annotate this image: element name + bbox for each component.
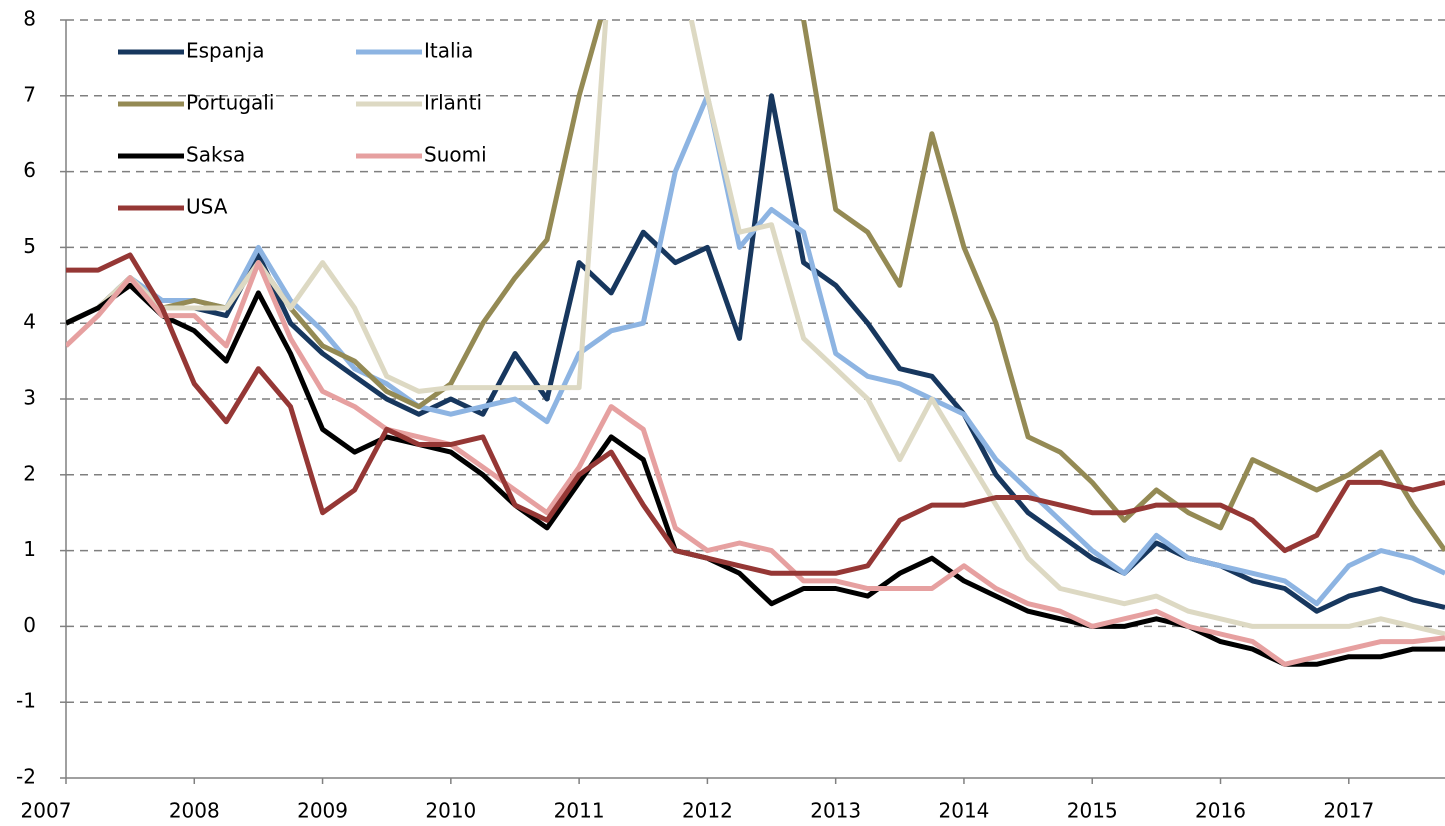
y-tick-label: 6 xyxy=(23,158,36,182)
x-tick-label: 2014 xyxy=(939,799,990,823)
y-tick-label: -1 xyxy=(16,689,36,713)
y-tick-label: 3 xyxy=(23,386,36,410)
series-line xyxy=(66,260,1445,667)
series-line xyxy=(66,93,1445,614)
x-tick-label: 2008 xyxy=(169,799,220,823)
x-tick-label: 2011 xyxy=(554,799,605,823)
legend-label: Italia xyxy=(424,39,473,63)
x-tick-label: 2007 xyxy=(21,799,72,823)
legend-label: Saksa xyxy=(186,143,245,167)
series-line xyxy=(66,252,1445,576)
labels: -2 -1 0 1 2 3 4 5 6 7 8 2007 2008 2009 2010 2011 2012 201… xyxy=(16,7,1374,823)
y-tick-label: 4 xyxy=(23,310,36,334)
y-tick-label: 7 xyxy=(23,82,36,106)
y-tick-label: 0 xyxy=(23,613,36,637)
x-tick-label: 2013 xyxy=(810,799,861,823)
y-tick-label: 8 xyxy=(23,7,36,31)
y-tick-label: 1 xyxy=(23,537,36,561)
x-tick-label: 2017 xyxy=(1323,799,1374,823)
x-tick-label: 2010 xyxy=(425,799,476,823)
legend-label: Irlanti xyxy=(424,91,482,115)
x-tick-label: 2016 xyxy=(1195,799,1246,823)
x-tick-label: 2012 xyxy=(682,799,733,823)
legend-label: Portugali xyxy=(186,91,274,115)
legend-label: USA xyxy=(186,195,228,219)
series-line xyxy=(66,282,1445,667)
legend-label: Espanja xyxy=(186,39,265,63)
y-tick-label: 5 xyxy=(23,234,36,258)
x-tick-label: 2015 xyxy=(1067,799,1118,823)
series-line xyxy=(66,20,1445,553)
lines xyxy=(66,20,1445,667)
grid xyxy=(60,19,1445,784)
legend-label: Suomi xyxy=(424,143,487,167)
y-tick-label: -2 xyxy=(16,765,36,789)
series-line xyxy=(66,20,1445,637)
y-tick-label: 2 xyxy=(23,461,36,485)
x-tick-label: 2009 xyxy=(297,799,348,823)
